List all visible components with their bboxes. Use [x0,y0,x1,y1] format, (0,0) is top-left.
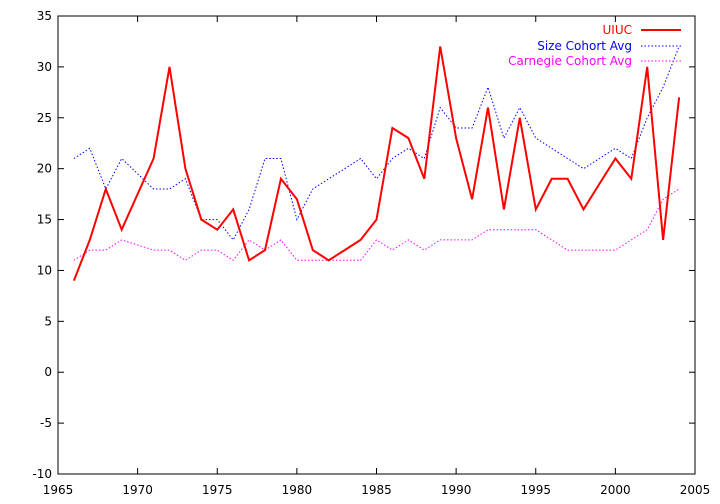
x-tick-label: 1965 [43,483,74,497]
y-tick-label: -5 [40,416,52,430]
y-tick-label: 5 [44,314,52,328]
legend-label-2: Carnegie Cohort Avg [508,54,632,68]
x-tick-label: 2005 [680,483,711,497]
y-tick-label: 10 [37,263,52,277]
series-line-2 [73,188,680,261]
x-tick-label: 1970 [122,483,153,497]
plot-frame [57,15,696,475]
series-line-0 [72,46,681,281]
series-group [72,46,681,281]
y-tick-label: 0 [44,365,52,379]
x-tick-label: 1990 [441,483,472,497]
y-tick-label: -10 [32,467,52,481]
x-tick-label: 1975 [202,483,233,497]
x-tick-label: 1985 [361,483,392,497]
y-tick-label: 25 [37,111,52,125]
x-tick-label: 1980 [282,483,313,497]
y-tick-label: 20 [37,162,52,176]
x-tick-label: 2000 [600,483,631,497]
y-tick-label: 30 [37,60,52,74]
x-tick-label: 1995 [520,483,551,497]
y-tick-label: 35 [37,9,52,23]
legend-label-1: Size Cohort Avg [537,39,632,53]
legend-label-0: UIUC [603,23,632,37]
series-line-1 [73,46,680,241]
axis-ticks: -10 -5 0 5 10 15 20 25 30 35 1965 1970 1975 1980 1985 1… [32,9,710,497]
y-tick-label: 15 [37,213,52,227]
